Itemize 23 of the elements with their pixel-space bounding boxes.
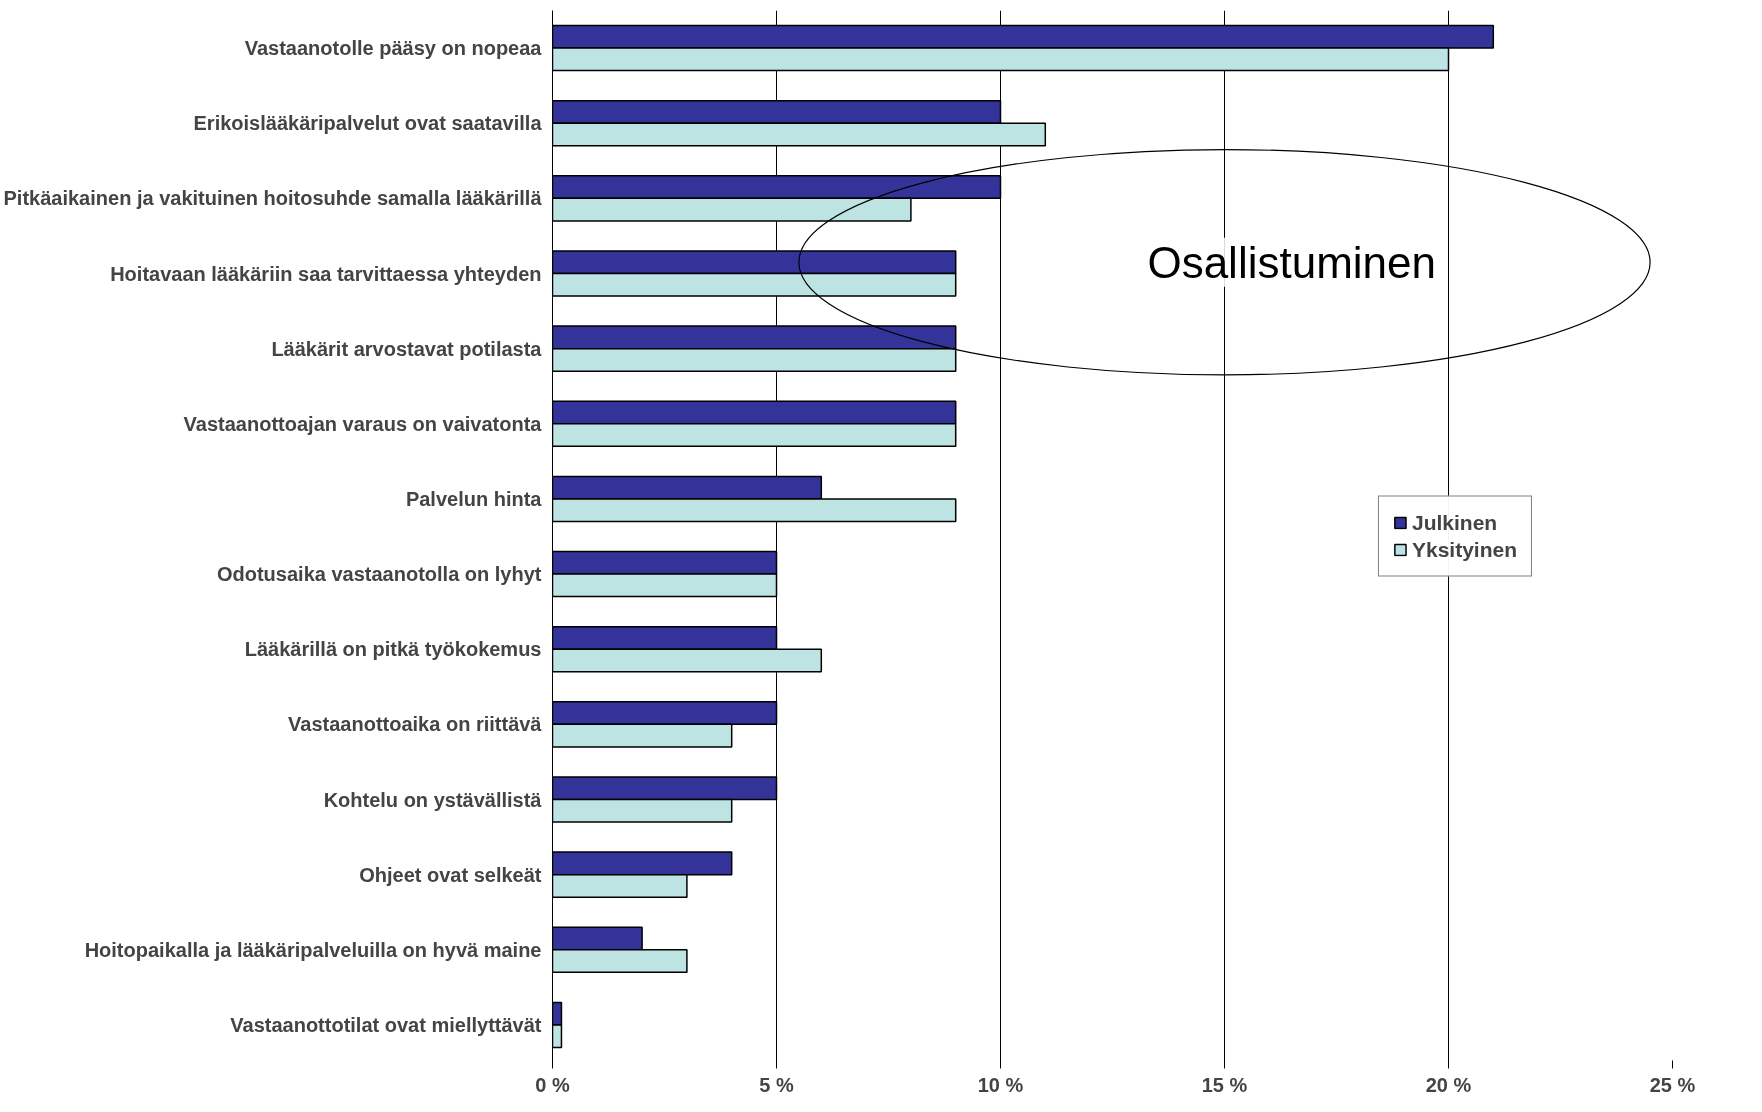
x-tick-label: 10 % bbox=[977, 1073, 1024, 1096]
x-tick-label: 0 % bbox=[535, 1073, 570, 1096]
x-tick-label: 25 % bbox=[1649, 1073, 1696, 1096]
y-tick-label: Hoitavaan lääkäriin saa tarvittaessa yhteyden bbox=[110, 262, 542, 285]
y-tick-label: Hoitopaikalla ja lääkäripalveluilla on hyvä maine bbox=[84, 938, 542, 961]
y-tick-label: Ohjeet ovat selkeät bbox=[359, 863, 542, 886]
y-tick-label: Lääkärit arvostavat potilasta bbox=[271, 337, 543, 360]
y-tick-label: Kohtelu on ystävällistä bbox=[323, 788, 543, 811]
y-tick-label: Erikoislääkäripalvelut ovat saatavilla bbox=[193, 112, 543, 135]
y-tick-label: Vastaanotolle pääsy on nopeaa bbox=[244, 37, 543, 60]
y-tick-label: Palvelun hinta bbox=[405, 487, 543, 510]
x-tick-label: 5 % bbox=[759, 1073, 794, 1096]
legend-label: Yksityinen bbox=[1411, 537, 1517, 562]
legend-label: Julkinen bbox=[1411, 510, 1498, 535]
y-tick-label: Odotusaika vastaanotolla on lyhyt bbox=[216, 563, 542, 586]
x-tick-label: 15 % bbox=[1201, 1073, 1248, 1096]
x-tick-label: 20 % bbox=[1425, 1073, 1472, 1096]
annotation: Osallistuminen bbox=[1147, 237, 1436, 287]
y-tick-label: Pitkäaikainen ja vakituinen hoitosuhde samalla lääkärillä bbox=[3, 187, 543, 210]
y-tick-label: Vastaanottoajan varaus on vaivatonta bbox=[183, 412, 543, 435]
y-tick-label: Lääkärillä on pitkä työkokemus bbox=[244, 638, 542, 661]
y-tick-label: Vastaanottotilat ovat miellyttävät bbox=[230, 1013, 542, 1036]
y-tick-label: Vastaanottoaika on riittävä bbox=[288, 713, 543, 736]
